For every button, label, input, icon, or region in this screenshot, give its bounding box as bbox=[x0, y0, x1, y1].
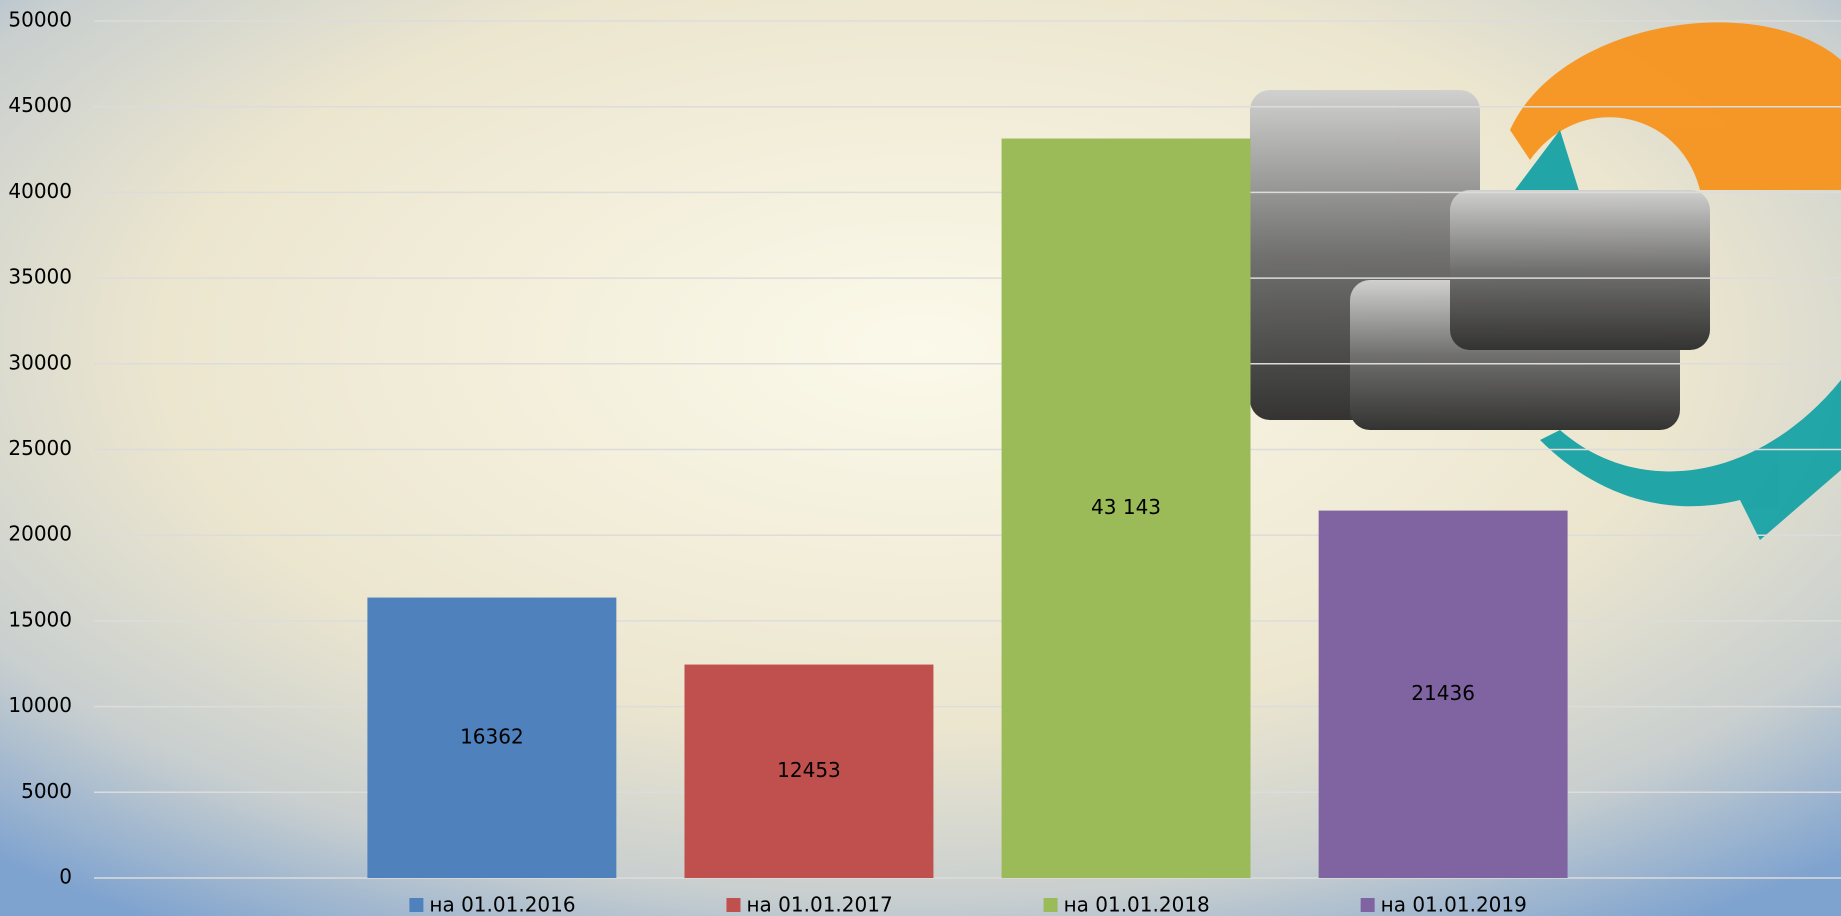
data-label: 21436 bbox=[1411, 681, 1475, 705]
legend-label: на 01.01.2017 bbox=[746, 893, 892, 916]
y-tick-label: 0 bbox=[59, 865, 72, 889]
y-tick-label: 10000 bbox=[8, 693, 72, 717]
data-label: 16362 bbox=[460, 724, 524, 748]
data-label: 43 143 bbox=[1091, 495, 1161, 519]
y-tick-label: 50000 bbox=[8, 8, 72, 32]
y-tick-label: 25000 bbox=[8, 436, 72, 460]
y-tick-label: 45000 bbox=[8, 93, 72, 117]
legend-swatch bbox=[1044, 898, 1058, 912]
y-tick-label: 20000 bbox=[8, 522, 72, 546]
legend-swatch bbox=[726, 898, 740, 912]
y-tick-label: 35000 bbox=[8, 265, 72, 289]
y-tick-label: 5000 bbox=[21, 779, 72, 803]
data-label: 12453 bbox=[777, 758, 841, 782]
legend-swatch bbox=[409, 898, 423, 912]
y-tick-label: 15000 bbox=[8, 607, 72, 631]
legend-swatch bbox=[1361, 898, 1375, 912]
legend-label: на 01.01.2016 bbox=[429, 893, 575, 916]
y-tick-label: 30000 bbox=[8, 350, 72, 374]
legend-label: на 01.01.2019 bbox=[1381, 893, 1527, 916]
chart: 0 5000 10000 15000 20000 25000 30000 35000 40000… bbox=[0, 0, 1841, 916]
y-tick-label: 40000 bbox=[8, 179, 72, 203]
legend-label: на 01.01.2018 bbox=[1064, 893, 1210, 916]
